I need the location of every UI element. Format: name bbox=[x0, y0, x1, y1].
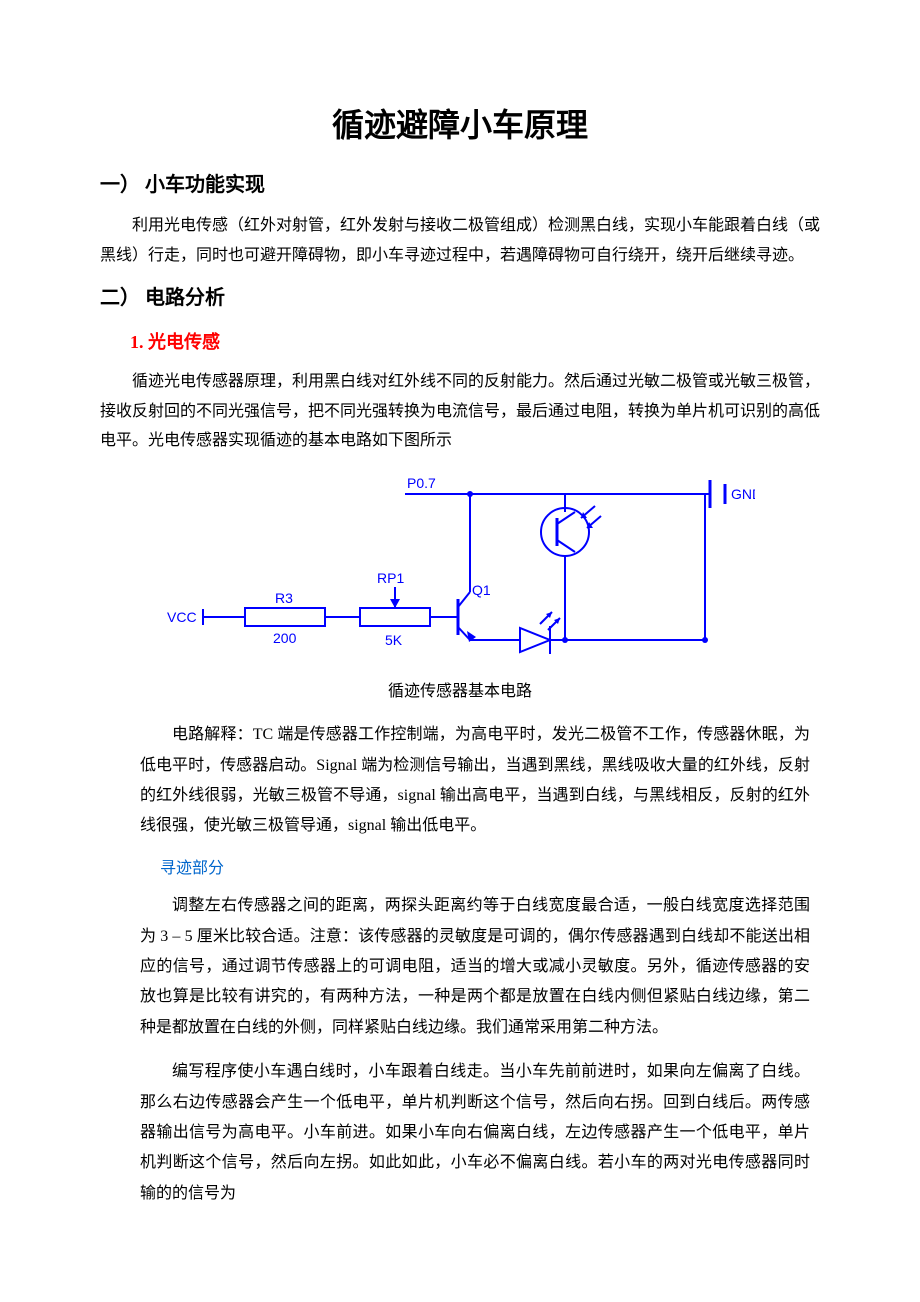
svg-text:RP1: RP1 bbox=[377, 570, 404, 586]
svg-text:VCC: VCC bbox=[167, 609, 197, 625]
tracking-p1: 调整左右传感器之间的距离，两探头距离约等于白线宽度最合适，一般白线宽度选择范围为… bbox=[140, 891, 810, 1043]
circuit-diagram: VCC R3 200 RP1 5K Q1 P0.7 GND bbox=[100, 472, 820, 671]
svg-text:Q1: Q1 bbox=[472, 582, 491, 598]
circuit-svg: VCC R3 200 RP1 5K Q1 P0.7 GND bbox=[165, 472, 755, 662]
svg-text:5K: 5K bbox=[385, 632, 403, 648]
tracking-p2: 编写程序使小车遇白线时，小车跟着白线走。当小车先前前进时，如果向左偏离了白线。那… bbox=[140, 1057, 810, 1209]
section-1-heading: 一） 小车功能实现 bbox=[100, 169, 820, 201]
subsub-heading-tracking: 寻迹部分 bbox=[160, 856, 820, 882]
svg-text:200: 200 bbox=[273, 630, 297, 646]
page-title: 循迹避障小车原理 bbox=[100, 100, 820, 151]
section-2-heading: 二） 电路分析 bbox=[100, 282, 820, 314]
svg-text:R3: R3 bbox=[275, 590, 293, 606]
svg-text:P0.7: P0.7 bbox=[407, 475, 436, 491]
svg-text:GND: GND bbox=[731, 486, 755, 502]
subsection-2-1-p1: 循迹光电传感器原理，利用黑白线对红外线不同的反射能力。然后通过光敏二极管或光敏三… bbox=[100, 367, 820, 456]
subsection-2-1-p2: 电路解释：TC 端是传感器工作控制端，为高电平时，发光二极管不工作，传感器休眠，… bbox=[140, 720, 810, 842]
section-1-p1: 利用光电传感（红外对射管，红外发射与接收二极管组成）检测黑白线，实现小车能跟着白… bbox=[100, 211, 820, 270]
subsection-2-1-heading: 1. 光电传感 bbox=[130, 328, 820, 357]
circuit-caption: 循迹传感器基本电路 bbox=[100, 679, 820, 705]
